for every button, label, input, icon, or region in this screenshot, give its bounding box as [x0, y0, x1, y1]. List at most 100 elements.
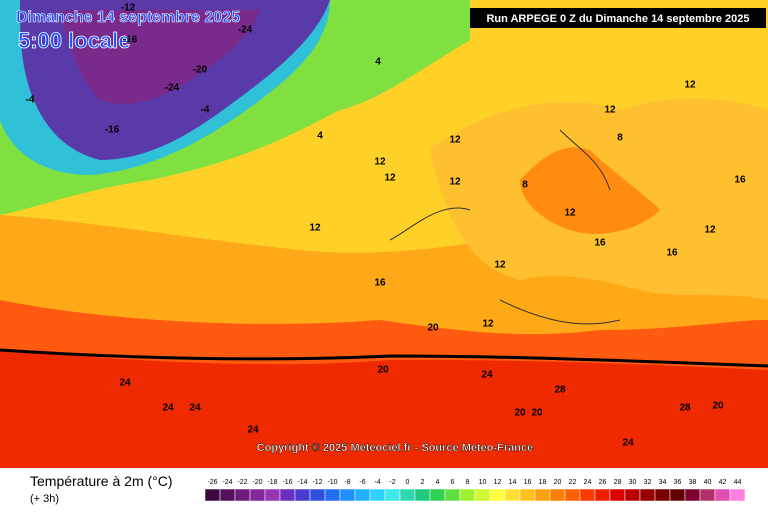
scale-tick-label: 30 — [629, 479, 637, 486]
scale-swatch — [204, 488, 221, 502]
scale-swatch — [354, 488, 371, 502]
scale-swatch — [324, 488, 341, 502]
scale-swatch — [474, 488, 491, 502]
temperature-label: 16 — [734, 175, 746, 186]
scale-tick-label: -6 — [359, 479, 365, 486]
very-hot-zone — [0, 350, 768, 468]
temperature-label: 4 — [375, 57, 381, 68]
scale-swatch — [639, 488, 656, 502]
scale-tick-label: 38 — [689, 479, 697, 486]
run-box — [470, 8, 766, 28]
color-scale: -26 -24 -22 -20 -18 -16 -14 -12 -10 -8 -6 -4 -2 0 2 4 6 8… — [204, 479, 746, 502]
scale-tick-label: 10 — [479, 479, 487, 486]
temperature-label: 16 — [666, 248, 678, 259]
temperature-label: 20 — [531, 408, 543, 419]
scale-swatch — [564, 488, 581, 502]
temperature-label: 12 — [482, 319, 494, 330]
scale-swatch — [264, 488, 281, 502]
coastlines — [389, 129, 621, 325]
scale-swatch — [624, 488, 641, 502]
scale-tick-label: 16 — [524, 479, 532, 486]
scale-swatch — [489, 488, 506, 502]
scale-tick-label: -26 — [207, 479, 217, 486]
temperature-label: 12 — [374, 157, 386, 168]
scale-tick-label: 4 — [436, 479, 440, 486]
scale-swatch — [444, 488, 461, 502]
temperature-label: 24 — [247, 425, 259, 436]
scale-tick-label: 34 — [659, 479, 667, 486]
scale-swatch — [684, 488, 701, 502]
scale-tick-label: -4 — [374, 479, 380, 486]
temperature-label: -4 — [201, 105, 210, 116]
scale-tick-label: 26 — [599, 479, 607, 486]
temperature-label: 12 — [684, 80, 696, 91]
scale-tick-label: 44 — [734, 479, 742, 486]
scale-tick-label: -14 — [297, 479, 307, 486]
temperature-label: 8 — [617, 133, 623, 144]
scale-tick-label: -18 — [267, 479, 277, 486]
scale-swatch — [699, 488, 716, 502]
temperature-label: 28 — [679, 403, 691, 414]
scale-tick-label: -16 — [282, 479, 292, 486]
temperature-label: 20 — [712, 401, 724, 412]
temperature-label: 24 — [189, 403, 201, 414]
scale-swatch — [579, 488, 596, 502]
scale-swatch — [534, 488, 551, 502]
scale-tick-label: 36 — [674, 479, 682, 486]
scale-tick-label: 40 — [704, 479, 712, 486]
scale-tick-label: -10 — [327, 479, 337, 486]
scale-swatch — [234, 488, 251, 502]
scale-tick-label: -12 — [312, 479, 322, 486]
scale-tick-label: 22 — [569, 479, 577, 486]
copyright: Copyright © 2025 Meteociel.fr - Source M… — [257, 442, 533, 454]
temperature-label: 24 — [119, 378, 131, 389]
scale-tick-label: 20 — [554, 479, 562, 486]
scale-tick-label: 14 — [509, 479, 517, 486]
temperature-label: -20 — [193, 65, 208, 76]
greenland-core — [60, 10, 260, 104]
baltic-warm — [520, 147, 660, 234]
temperature-label: 16 — [374, 278, 386, 289]
scale-swatch — [669, 488, 686, 502]
scale-swatch — [729, 488, 746, 502]
legend-title: Température à 2m (°C) — [30, 473, 173, 489]
scale-swatch — [219, 488, 236, 502]
temperature-label: -16 — [123, 35, 138, 46]
temperature-label: 12 — [604, 105, 616, 116]
scale-tick-label: 18 — [539, 479, 547, 486]
scale-swatch — [714, 488, 731, 502]
temperature-label: -4 — [26, 95, 35, 106]
temperature-label: -24 — [238, 25, 253, 36]
scale-tick-label: 12 — [494, 479, 502, 486]
scale-tick-label: 28 — [614, 479, 622, 486]
run-line: Run ARPEGE 0 Z du Dimanche 14 septembre … — [486, 13, 749, 25]
scale-swatch — [339, 488, 356, 502]
front-line — [0, 348, 768, 368]
scale-tick-label: 6 — [451, 479, 455, 486]
temperature-label: 20 — [377, 365, 389, 376]
temperature-label: 12 — [449, 177, 461, 188]
scale-tick-label: -24 — [222, 479, 232, 486]
scale-tick-label: 32 — [644, 479, 652, 486]
scale-swatch — [369, 488, 386, 502]
scale-swatch — [654, 488, 671, 502]
scale-tick-label: 24 — [584, 479, 592, 486]
scale-tick-label: 2 — [421, 479, 425, 486]
temperature-label: 4 — [317, 131, 323, 142]
scale-swatch — [549, 488, 566, 502]
scale-swatch — [609, 488, 626, 502]
scale-swatch — [384, 488, 401, 502]
temperature-label: 12 — [564, 208, 576, 219]
scale-tick-label: 42 — [719, 479, 727, 486]
scale-swatch — [279, 488, 296, 502]
temperature-label: 8 — [522, 180, 528, 191]
temperature-label: 12 — [704, 225, 716, 236]
scale-tick-label: -8 — [344, 479, 350, 486]
temperature-label: 12 — [494, 260, 506, 271]
temperature-label: 20 — [427, 323, 439, 334]
temperature-label: -12 — [121, 3, 136, 14]
temperature-label: -16 — [105, 125, 120, 136]
scale-tick-label: -22 — [237, 479, 247, 486]
map-labels: -12 -16 -24 -16 -20 -24 -4 -4 4 4 12 12 12 12 12 16 20 20… — [26, 3, 746, 449]
